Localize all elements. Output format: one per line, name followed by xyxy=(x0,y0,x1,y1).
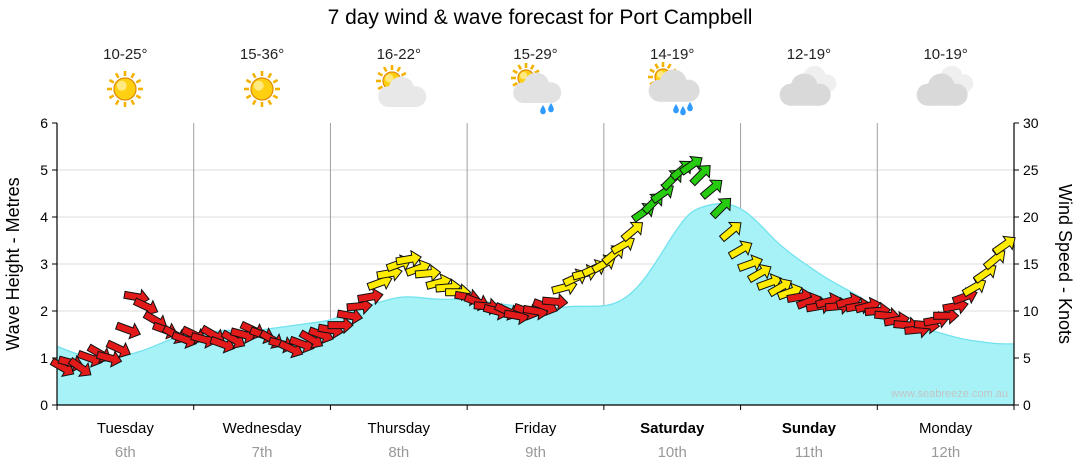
cloud-icon xyxy=(648,69,700,102)
wind-arrow xyxy=(336,307,364,326)
date-label: 9th xyxy=(525,444,546,461)
wind-arrow xyxy=(678,155,703,176)
wind-arrow xyxy=(541,292,569,311)
cloud-icon xyxy=(916,73,968,106)
wind-arrow xyxy=(298,329,324,349)
weather-icon-svg xyxy=(916,65,973,106)
weather-icon-svg xyxy=(107,71,144,107)
weather-icon-partly-cloudy-rain xyxy=(604,62,741,118)
raindrop-icon xyxy=(673,104,679,114)
wind-arrow xyxy=(746,263,772,284)
axes: 0 1 2 3 4 5 6 0 5 10 15 20 25 30 xyxy=(40,115,1039,413)
wind-arrow xyxy=(414,264,442,283)
cloud-icon xyxy=(513,72,562,103)
wind-arrow xyxy=(991,235,1016,256)
tick-label: 25 xyxy=(1023,162,1039,178)
weather-icon-partly-cloudy-showers xyxy=(467,62,604,118)
tick-label: 30 xyxy=(1023,115,1039,131)
weather-icon-cloudy xyxy=(741,62,878,118)
tick-label: 1 xyxy=(40,350,48,366)
wind-arrow xyxy=(933,306,960,325)
date-label: 6th xyxy=(114,444,136,461)
wind-arrow xyxy=(357,287,384,306)
weather-icon-svg xyxy=(375,65,426,107)
raindrop-icon xyxy=(540,105,547,115)
weather-icon-svg xyxy=(779,65,837,106)
weather-icon-svg xyxy=(511,63,562,115)
tick-label: 20 xyxy=(1023,209,1039,225)
raindrop-icon xyxy=(687,102,693,112)
tick-label: 0 xyxy=(1023,397,1031,413)
tick-label: 10 xyxy=(1023,303,1039,319)
day-label: Friday xyxy=(514,420,557,437)
wind-arrow xyxy=(95,350,123,368)
weather-icon-svg xyxy=(244,71,281,107)
day-label: Thursday xyxy=(367,420,431,437)
day-label: Sunday xyxy=(781,420,836,437)
tick-label: 4 xyxy=(40,209,48,225)
date-label: 7th xyxy=(251,444,273,461)
tick-label: 3 xyxy=(40,256,48,272)
sun-icon xyxy=(107,71,144,107)
temp-range: 12-19° xyxy=(786,46,832,63)
day-label: Saturday xyxy=(640,420,705,437)
wind-arrow xyxy=(327,315,354,335)
cloud-icon xyxy=(377,76,426,107)
wind-arrow xyxy=(767,277,793,298)
tick-label: 6 xyxy=(40,115,48,131)
temp-range: 10-25° xyxy=(103,46,148,63)
weather-icon-sunny xyxy=(194,62,331,118)
wind-arrow xyxy=(718,221,742,243)
wind-arrow xyxy=(114,321,142,340)
tick-label: 5 xyxy=(40,162,48,178)
wind-arrow xyxy=(620,221,644,243)
weather-icon-partly-cloudy xyxy=(330,62,467,118)
wind-arrows xyxy=(49,155,1016,378)
wind-arrow xyxy=(105,339,131,359)
date-label: 8th xyxy=(388,444,410,461)
date-label: 12th xyxy=(931,444,961,461)
raindrop-icon xyxy=(548,103,555,113)
sun-icon xyxy=(244,71,281,107)
wind-arrow xyxy=(277,339,304,359)
wind-arrow xyxy=(67,356,92,377)
wind-arrow xyxy=(727,240,753,260)
wind-arrow xyxy=(395,249,422,268)
tick-label: 15 xyxy=(1023,256,1039,272)
date-label: 10th xyxy=(657,444,687,461)
temp-range: 15-36° xyxy=(239,46,285,63)
wind-arrow xyxy=(689,164,711,187)
wind-arrow xyxy=(699,179,723,200)
day-label: Monday xyxy=(918,420,973,437)
day-label: Tuesday xyxy=(96,420,154,437)
watermark: www.seabreeze.com.au xyxy=(890,388,1008,400)
cloud-icon xyxy=(779,73,831,106)
day-label: Wednesday xyxy=(222,420,302,437)
temp-range: 16-22° xyxy=(376,46,421,63)
weather-icon-svg xyxy=(648,62,700,116)
page-title: 7 day wind & wave forecast for Port Camp… xyxy=(327,6,753,29)
wind-arrow xyxy=(709,197,732,220)
weather-icon-sunny xyxy=(57,62,194,118)
raindrop-icon xyxy=(680,106,686,116)
temp-range: 14-19° xyxy=(650,46,695,63)
tick-label: 2 xyxy=(40,303,48,319)
tick-label: 0 xyxy=(40,397,48,413)
tick-label: 5 xyxy=(1023,350,1031,366)
temp-range: 15-29° xyxy=(513,46,558,63)
temp-range: 10-19° xyxy=(923,46,968,63)
weather-icon-cloudy xyxy=(877,62,1014,118)
wind-arrow xyxy=(961,277,987,298)
wind-arrow xyxy=(132,297,159,317)
date-label: 11th xyxy=(794,444,823,461)
